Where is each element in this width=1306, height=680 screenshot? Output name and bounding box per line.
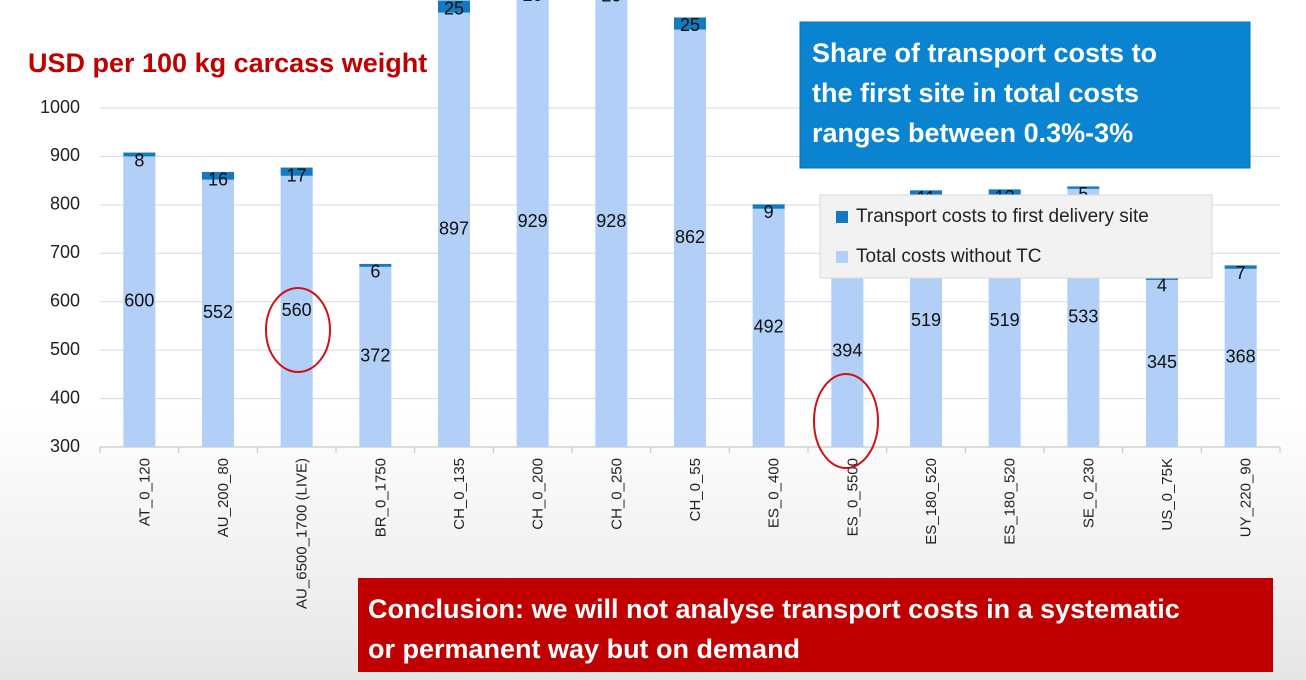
bar-segment — [202, 171, 234, 180]
data-label: 20 — [523, 0, 543, 5]
y-tick-label: 300 — [50, 436, 80, 456]
y-tick-label: 700 — [50, 242, 80, 262]
bar-segment — [516, 0, 549, 447]
legend-label: Transport costs to first delivery site — [856, 206, 1149, 227]
x-tick-label: CH_0_250 — [608, 458, 625, 530]
bar-segment — [280, 167, 313, 176]
x-tick-label: BR_0_1750 — [372, 458, 389, 537]
bar-segment — [831, 256, 864, 447]
x-tick-label: UY_220_90 — [1238, 458, 1255, 537]
highlight-text: the first site in total costs — [812, 78, 1139, 108]
bar-segment — [202, 179, 234, 447]
legend-swatch — [836, 251, 848, 263]
y-tick-label: 800 — [50, 194, 80, 214]
data-label: 929 — [518, 211, 548, 231]
data-label: 897 — [439, 219, 469, 239]
chart-title: USD per 100 kg carcass weight — [28, 48, 427, 78]
data-label: 17 — [287, 165, 307, 185]
conclusion-box — [358, 578, 1273, 672]
y-tick-label: 600 — [50, 290, 80, 310]
bar-segment — [438, 12, 470, 448]
plot: 300 400 500 600 700 800 900 1000 AT_0_120 600 8 AU_… — [40, 0, 1281, 609]
legend-label: Total costs without TC — [856, 246, 1042, 267]
data-label: 519 — [911, 310, 941, 330]
data-label: 25 — [680, 15, 700, 35]
y-tick-label: 900 — [50, 145, 80, 165]
data-label: 519 — [990, 310, 1020, 330]
x-tick-label: ES_180_520 — [1002, 458, 1019, 545]
data-label: 533 — [1068, 307, 1098, 327]
highlight-text: ranges between 0.3%-3% — [812, 118, 1133, 148]
data-label: 492 — [754, 317, 784, 337]
data-label: 6 — [370, 262, 380, 282]
data-label: 552 — [203, 302, 233, 322]
conclusion-text: Conclusion: we will not analyse transpor… — [368, 594, 1180, 624]
data-label: 7 — [1236, 263, 1246, 283]
bar-segment — [752, 204, 785, 209]
data-label: 20 — [601, 0, 621, 6]
data-label: 5 — [1078, 184, 1088, 204]
bar-segment — [1067, 186, 1100, 189]
bar-segment — [438, 0, 470, 13]
highlight-circle — [813, 373, 879, 469]
data-label: 16 — [208, 170, 228, 190]
bar-segment — [674, 17, 706, 30]
data-label: 9 — [764, 202, 774, 222]
x-tick-label: CH_0_135 — [451, 458, 468, 530]
bar-segment — [1146, 277, 1178, 280]
bar-segment — [1224, 265, 1257, 269]
notes: Share of transport costs to the first sit… — [368, 38, 1180, 664]
data-label: 394 — [832, 340, 862, 360]
y-tick-label: 500 — [50, 339, 80, 359]
data-label: 345 — [1147, 352, 1177, 372]
y-tick-label: 1000 — [40, 97, 80, 117]
highlight-text: Share of transport costs to — [812, 38, 1157, 68]
x-tick-label: ES_0_400 — [766, 458, 783, 528]
data-label: 560 — [282, 300, 312, 320]
bar-segment — [674, 29, 706, 447]
legend-box — [819, 194, 1213, 279]
bar-segment — [595, 0, 628, 448]
highlight-circle — [265, 287, 331, 373]
legend-swatch — [836, 211, 848, 223]
bar-segment — [280, 175, 313, 448]
bar-segment — [988, 189, 1021, 196]
x-tick-label: ES_0_5500 — [844, 458, 861, 536]
y-tick-label: 400 — [50, 387, 80, 407]
x-tick-label: CH_0_200 — [530, 458, 547, 530]
x-tick-label: US_0_75K — [1159, 458, 1176, 531]
bar-segment — [1146, 279, 1178, 447]
bar-segment — [359, 263, 392, 267]
data-label: 928 — [596, 211, 626, 231]
data-label: 600 — [124, 290, 154, 310]
x-tick-label: AU_6500_1700 (LIVE) — [294, 458, 311, 609]
data-label: 372 — [360, 346, 390, 366]
bar-segment — [1224, 268, 1257, 447]
bar-segment — [752, 208, 785, 447]
data-label: 4 — [1157, 276, 1167, 296]
x-tick-label: SE_0_230 — [1080, 458, 1097, 528]
bar-segment — [123, 156, 156, 447]
data-label: 368 — [1226, 347, 1256, 367]
data-label: 8 — [134, 150, 144, 170]
legend: Transport costs to first delivery site To… — [836, 206, 1149, 267]
highlight-box — [799, 21, 1251, 169]
x-tick-label: CH_0_55 — [687, 458, 704, 521]
bar-segment — [910, 190, 942, 196]
x-tick-label: AT_0_120 — [136, 458, 153, 526]
x-tick-label: ES_180_520 — [923, 458, 940, 545]
conclusion-text: or permanent way but on demand — [368, 634, 800, 664]
data-label: 862 — [675, 227, 705, 247]
bar-segment — [123, 152, 156, 157]
data-label: 25 — [444, 0, 464, 18]
x-tick-label: AU_200_80 — [215, 458, 232, 537]
bar-segment — [359, 266, 392, 447]
